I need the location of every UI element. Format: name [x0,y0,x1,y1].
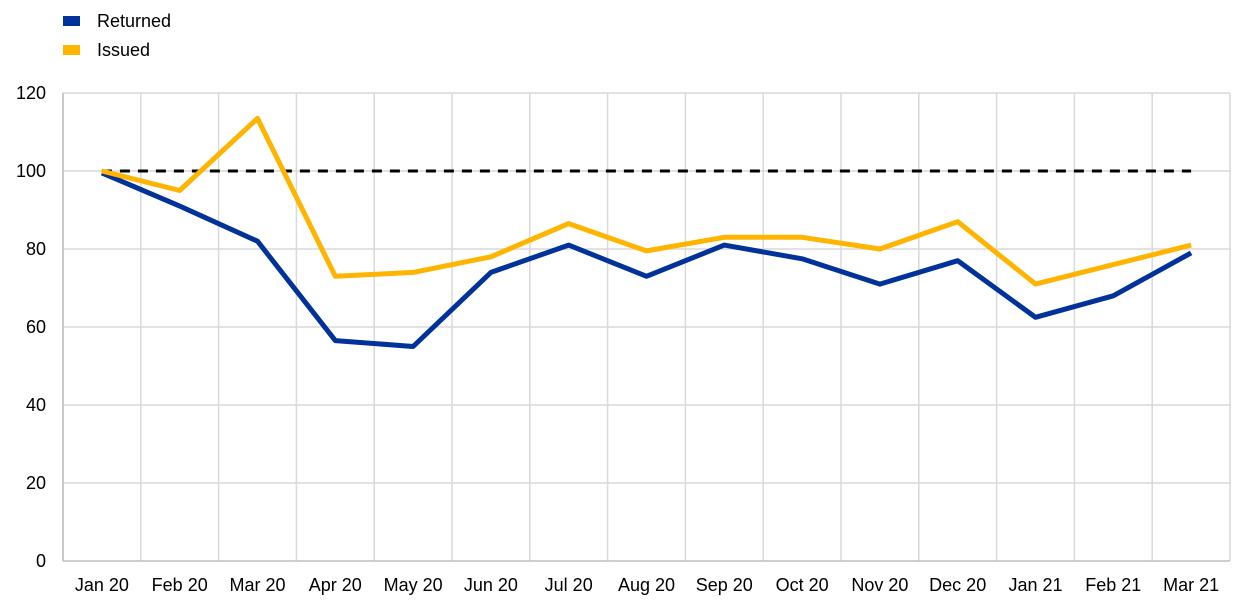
legend-label-issued: Issued [97,40,150,60]
y-tick-label: 100 [16,161,46,181]
x-tick-label: Aug 20 [618,575,675,595]
x-tick-label: Oct 20 [776,575,829,595]
x-tick-label: Jul 20 [545,575,593,595]
y-tick-label: 80 [26,239,46,259]
x-tick-label: Nov 20 [851,575,908,595]
y-tick-label: 20 [26,473,46,493]
y-tick-label: 40 [26,395,46,415]
legend-label-returned: Returned [97,11,171,31]
legend-swatch-returned [63,16,80,26]
axes [62,93,1230,562]
x-tick-label: May 20 [384,575,443,595]
series-line-issued [101,115,1192,287]
y-tick-label: 120 [16,83,46,103]
series-group [100,115,1193,349]
legend-swatch-issued [63,45,80,55]
x-tick-label: Jan 21 [1008,575,1062,595]
x-tick-label: Mar 20 [229,575,285,595]
series-line-returned [100,170,1193,349]
x-tick-label: Mar 21 [1163,575,1219,595]
x-tick-label: Jan 20 [75,575,129,595]
x-tick-label: Dec 20 [929,575,986,595]
y-tick-label: 60 [26,317,46,337]
x-tick-label: Feb 20 [152,575,208,595]
x-tick-label: Apr 20 [309,575,362,595]
x-tick-labels: Jan 20 Feb 20 Mar 20 Apr 20 May 20 Jun 20 Jul … [75,575,1219,595]
y-tick-label: 0 [36,551,46,571]
x-tick-label: Sep 20 [696,575,753,595]
legend: Returned Issued [63,11,171,60]
y-tick-labels: 0 20 40 60 80 100 120 [16,83,46,571]
gridlines [62,92,1231,561]
x-tick-label: Jun 20 [464,575,518,595]
x-tick-label: Feb 21 [1085,575,1141,595]
